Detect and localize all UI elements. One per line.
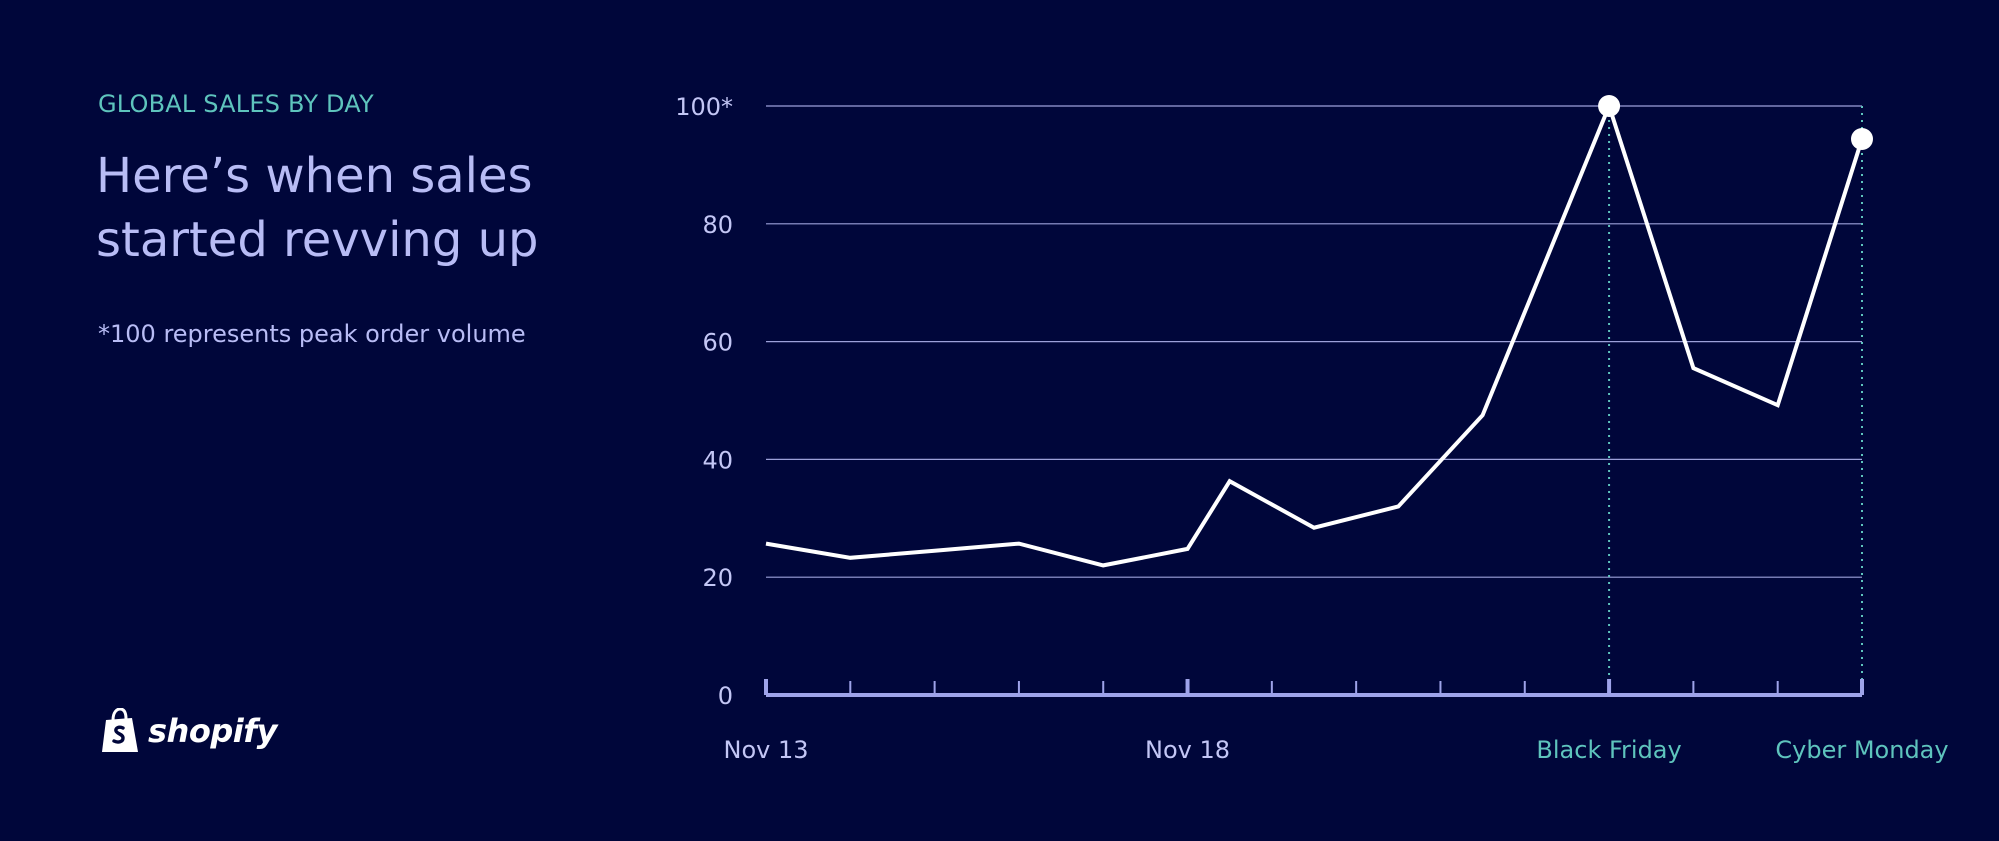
footnote: *100 represents peak order volume xyxy=(98,320,526,348)
x-axis-tick-labels: Nov 13 Nov 18 Black Friday Cyber Monday xyxy=(723,736,1948,764)
sales-series xyxy=(765,95,1873,568)
y-axis-tick-labels: 0 20 40 60 80 100* xyxy=(675,93,733,710)
shopify-logo: shopify xyxy=(100,708,277,754)
x-tick-label-0: Nov 13 xyxy=(723,736,808,764)
highlight-point-13 xyxy=(1851,127,1873,150)
shopping-bag-icon xyxy=(102,708,138,752)
eyebrow-label: GLOBAL SALES BY DAY xyxy=(98,90,374,118)
y-tick-label-100: 100* xyxy=(675,93,733,121)
y-tick-label-0: 0 xyxy=(718,682,733,710)
x-tick-label-10: Black Friday xyxy=(1536,736,1681,764)
grid-lines xyxy=(766,105,1862,578)
highlight-point-10 xyxy=(1598,95,1621,117)
headline-line-1: Here’s when sales xyxy=(96,148,533,204)
chart-headline: Here’s when sales started revving up xyxy=(96,144,656,272)
guide-lines xyxy=(1608,106,1863,695)
headline-line-2: started revving up xyxy=(96,212,539,268)
y-tick-label-20: 20 xyxy=(702,564,733,592)
x-tick-label-5: Nov 18 xyxy=(1145,736,1230,764)
logo-wordmark: shopify xyxy=(148,712,277,750)
y-tick-label-60: 60 xyxy=(702,329,733,357)
y-tick-label-80: 80 xyxy=(702,211,733,239)
x-tick-label-13: Cyber Monday xyxy=(1775,736,1948,764)
y-tick-label-40: 40 xyxy=(702,446,733,474)
series-line xyxy=(765,100,1864,568)
x-axis xyxy=(764,679,1864,697)
